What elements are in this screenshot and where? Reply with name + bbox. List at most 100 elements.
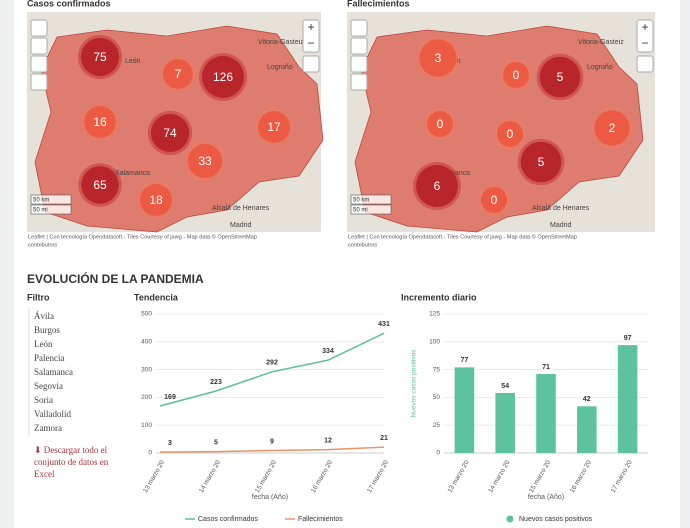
scale-box [350, 204, 392, 215]
x-axis-label: fecha (Año) [252, 494, 288, 501]
x-tick-label: 16 marzo 20 [310, 459, 334, 494]
map-title: Casos confirmados [27, 0, 111, 8]
legend-label[interactable]: Casos confirmados [198, 516, 258, 523]
draw-tool-button[interactable] [350, 55, 368, 73]
place-label: Vitoria-Gasteiz [578, 39, 624, 46]
locate-button[interactable] [636, 55, 654, 73]
marker[interactable] [503, 62, 529, 88]
y-tick-label: 100 [429, 339, 440, 346]
place-label: Vitoria-Gasteiz [258, 39, 304, 46]
filter-item[interactable]: Palencia [34, 353, 65, 363]
filter-item[interactable]: Segovia [34, 381, 63, 391]
filter-item[interactable]: Soria [34, 395, 53, 405]
scale-label: 50 km [33, 198, 49, 204]
data-label: 169 [164, 394, 176, 401]
map-attribution: Leaflet | Con tecnología Opendatasoft - … [348, 233, 577, 240]
marker[interactable] [150, 113, 190, 153]
scale-label: 50 km [353, 198, 369, 204]
draw-tool-button[interactable] [30, 19, 48, 37]
draw-tool-button[interactable] [30, 55, 48, 73]
chart-title: Tendencia [134, 292, 179, 302]
marker[interactable] [163, 59, 193, 89]
place-label: Logroño [267, 64, 293, 71]
download-icon: ⬇ [34, 445, 44, 455]
y-tick-label: 300 [141, 366, 152, 373]
filter-item[interactable]: Ávila [34, 311, 54, 321]
legend-label[interactable]: Nuevos casos positivos [519, 516, 593, 523]
marker[interactable] [497, 121, 523, 147]
y-axis-label: Nuevos casos positivos [411, 349, 418, 418]
zoom-button[interactable]: − [641, 36, 648, 50]
legend-label[interactable]: Fallecimientos [298, 516, 343, 523]
map-attribution: Leaflet | Con tecnología Opendatasoft - … [28, 233, 257, 240]
place-label: Alcalá de Henares [532, 205, 590, 212]
data-label: 54 [501, 383, 509, 390]
zoom-button[interactable]: + [307, 20, 314, 34]
line-series [159, 446, 385, 453]
draw-tool-button[interactable] [350, 73, 368, 91]
scale-box [30, 204, 72, 215]
data-label: 9 [270, 438, 274, 445]
marker[interactable] [81, 166, 119, 204]
download-text[interactable]: Descargar todo el conjunto de datos en E… [34, 445, 109, 479]
y-tick-label: 500 [141, 311, 152, 318]
marker[interactable] [202, 56, 244, 98]
marker[interactable] [594, 110, 630, 146]
marker-label: 6 [434, 179, 441, 193]
y-tick-label: 400 [141, 339, 152, 346]
place-label: Salamanca [115, 170, 150, 177]
marker[interactable] [520, 141, 562, 183]
x-tick-label: 16 marzo 20 [569, 459, 593, 494]
download-link[interactable]: ⬇ Descargar todo el conjunto de datos en… [34, 444, 124, 480]
marker[interactable] [427, 111, 453, 137]
marker[interactable] [416, 165, 458, 207]
marker-label: 2 [609, 121, 616, 135]
filter-item[interactable]: León [34, 339, 53, 349]
filter-item[interactable]: Zamora [34, 423, 62, 433]
marker-label: 65 [93, 178, 107, 192]
y-tick-label: 75 [433, 366, 441, 373]
marker-label: 74 [163, 126, 177, 140]
scale-box [30, 194, 72, 205]
filter-title: Filtro [27, 292, 50, 302]
marker[interactable] [187, 143, 223, 179]
y-tick-label: 50 [433, 394, 441, 401]
zoom-button[interactable]: − [307, 36, 314, 50]
locate-button[interactable] [302, 55, 320, 73]
marker-label: 16 [93, 115, 107, 129]
filter-item[interactable]: Burgos [34, 325, 60, 335]
marker[interactable] [84, 106, 116, 138]
marker[interactable] [419, 39, 457, 77]
y-tick-label: 25 [433, 422, 441, 429]
x-tick-label: 13 marzo 20 [446, 459, 470, 494]
bar [454, 367, 475, 453]
data-label: 97 [624, 335, 632, 342]
marker[interactable] [539, 56, 581, 98]
side-border [0, 0, 14, 528]
marker[interactable] [258, 111, 290, 143]
marker[interactable] [80, 37, 120, 77]
data-label: 3 [168, 440, 172, 447]
zoom-bar [302, 19, 320, 53]
draw-tool-button[interactable] [30, 73, 48, 91]
x-tick-label: 15 marzo 20 [528, 459, 552, 494]
draw-tool-button[interactable] [30, 37, 48, 55]
zoom-button[interactable]: + [641, 20, 648, 34]
y-tick-label: 125 [429, 311, 440, 318]
x-tick-label: 17 marzo 20 [366, 459, 390, 494]
draw-tool-button[interactable] [350, 19, 368, 37]
marker[interactable] [481, 187, 507, 213]
marker-label: 18 [149, 193, 163, 207]
filter-item[interactable]: Valladolid [34, 409, 71, 419]
data-label: 5 [214, 439, 218, 446]
draw-tool-button[interactable] [350, 37, 368, 55]
marker-label: 0 [491, 193, 498, 207]
filter-item[interactable]: Salamanca [34, 367, 73, 377]
data-label: 292 [266, 360, 278, 367]
data-label: 21 [380, 435, 388, 442]
marker[interactable] [139, 183, 173, 217]
bar [536, 374, 556, 453]
x-tick-label: 13 marzo 20 [142, 459, 166, 494]
marker-label: 0 [437, 117, 444, 131]
data-label: 12 [324, 438, 332, 445]
